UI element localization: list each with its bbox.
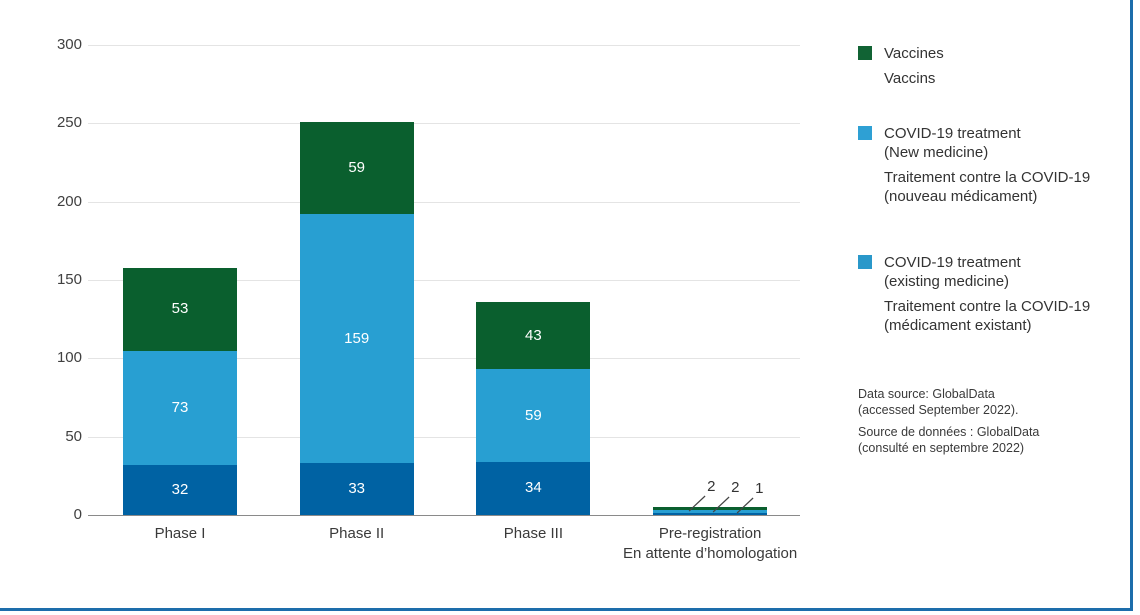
bar-segment [476, 369, 591, 462]
gridline [88, 45, 800, 46]
legend-line: (nouveau médicament) [884, 188, 1038, 205]
legend-label: COVID-19 treatment (New medicine) Traite… [884, 124, 1118, 206]
source-line: Data source: GlobalData [858, 387, 995, 401]
bar-value-label: 159 [344, 329, 370, 347]
bar-value-label: 59 [525, 406, 542, 424]
legend-line: (médicament existant) [884, 317, 1032, 334]
gridline [88, 358, 800, 360]
legend-line: (existing medicine) [884, 273, 1010, 290]
legend-line: COVID-19 treatment [884, 125, 1021, 142]
source-note-fr: Source de données : GlobalData (consulté… [858, 424, 1118, 456]
bar-value-label: 43 [525, 326, 542, 344]
gridline [88, 436, 800, 438]
source-note: Data source: GlobalData (accessed Septem… [858, 386, 1118, 456]
bar-segment [299, 463, 414, 515]
x-axis-label: Phase III [413, 524, 653, 544]
legend-label: COVID-19 treatment (existing medicine) T… [884, 253, 1118, 335]
x-axis-label-line: Phase I [154, 525, 206, 542]
gridline [88, 280, 800, 281]
x-axis-label-line: Phase III [503, 525, 563, 542]
bar-segment [299, 214, 414, 464]
stacked-bar-chart: 0 50 100 150 200 250 300 32 73 53 Phase I 33 159 59 Ph… [56, 36, 830, 564]
y-tick-label: 150 [56, 271, 82, 288]
bar-segment [653, 507, 768, 511]
source-line: (consulté en septembre 2022) [858, 441, 1025, 455]
bar-segment [653, 510, 768, 514]
bar-segment [653, 513, 768, 515]
legend-line: Traitement contre la COVID-19 [884, 169, 1091, 186]
source-note-en: Data source: GlobalData (accessed Septem… [858, 386, 1118, 418]
x-axis-label: Phase I [60, 524, 300, 544]
bar-segment [123, 464, 237, 515]
y-tick-label: 250 [56, 114, 82, 132]
bar-value-label: 59 [348, 159, 366, 176]
x-axis-label-line: Phase II [329, 525, 385, 542]
bar-value-label: 33 [348, 480, 366, 498]
vaccines-swatch-icon [858, 46, 872, 60]
source-line: Source de données : GlobalData [858, 425, 1040, 439]
y-tick-label: 50 [65, 427, 82, 445]
x-axis-label: Pre-registration En attente d’homologatio… [590, 524, 830, 564]
bar-segment [123, 267, 237, 351]
frame-border-bottom [0, 608, 1133, 611]
gridline [88, 123, 800, 125]
callout-number: 2 [731, 479, 740, 496]
legend-line: Vaccins [884, 70, 936, 87]
legend-item-treatment-existing: COVID-19 treatment (existing medicine) T… [858, 253, 1118, 335]
callout-number: 1 [755, 480, 764, 497]
legend-item-vaccines: Vaccines Vaccins [858, 44, 1118, 88]
treatment-existing-swatch-icon [858, 255, 872, 269]
x-axis-label-line: Pre-registration [658, 525, 762, 542]
legend-line: COVID-19 treatment [884, 254, 1021, 271]
bar-value-label: 34 [525, 479, 542, 497]
legend-line: (New medicine) [884, 144, 989, 161]
legend-item-treatment-new: COVID-19 treatment (New medicine) Traite… [858, 124, 1118, 206]
bar-segment [476, 301, 591, 370]
y-tick-label: 300 [56, 36, 82, 53]
bar-segment [299, 121, 414, 215]
frame-border-right [1130, 0, 1133, 611]
callout-number: 2 [707, 478, 716, 495]
source-line: (accessed September 2022). [858, 403, 1019, 417]
x-axis-label: Phase II [237, 524, 477, 544]
gridline [88, 201, 800, 203]
y-tick-label: 200 [56, 192, 82, 210]
bar-value-label: 53 [171, 300, 189, 317]
x-axis-line [88, 515, 800, 516]
y-tick-label: 0 [73, 506, 82, 523]
treatment-new-swatch-icon [858, 126, 872, 140]
bar-value-label: 32 [171, 480, 189, 498]
legend-line: Traitement contre la COVID-19 [884, 298, 1091, 315]
bar-segment [476, 461, 591, 515]
legend-label-en: Vaccines Vaccins [884, 44, 1118, 88]
y-tick-label: 100 [56, 349, 82, 367]
legend-line: Vaccines [884, 45, 944, 62]
bar-value-label: 73 [171, 398, 189, 416]
bar-segment [123, 350, 237, 465]
x-axis-label-line: En attente d’homologation [622, 545, 798, 562]
